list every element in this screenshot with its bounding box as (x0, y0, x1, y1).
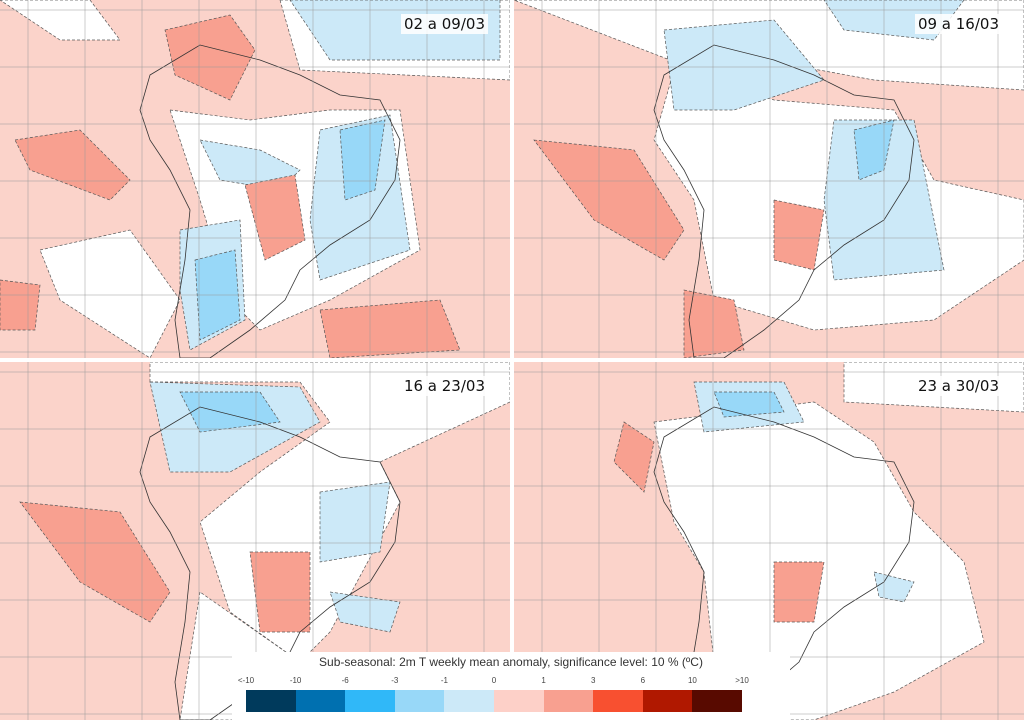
legend-swatch (345, 690, 395, 712)
legend-tick: -6 (341, 676, 349, 685)
panel-date-label: 02 a 09/03 (400, 14, 488, 34)
anomaly-map (514, 0, 1024, 358)
legend-tick: 6 (640, 676, 646, 685)
legend-tick: 3 (590, 676, 596, 685)
panel-date-label: 16 a 23/03 (400, 376, 488, 396)
legend-tick: -1 (440, 676, 448, 685)
legend-tick: <-10 (237, 676, 255, 685)
legend-swatch (295, 690, 346, 712)
coastline (139, 406, 401, 720)
anomaly-region (179, 391, 281, 433)
map-panel-week1: 02 a 09/03 (0, 0, 510, 358)
legend-swatch (692, 690, 742, 712)
anomaly-map (0, 362, 510, 720)
panel-date-label: 09 a 16/03 (914, 14, 1002, 34)
legend-tick: 1 (541, 676, 546, 685)
legend-swatch (246, 690, 296, 712)
legend-swatch (394, 690, 445, 712)
colorbar-legend: Sub-seasonal: 2m T weekly mean anomaly, … (232, 652, 790, 720)
legend-tick: 10 (687, 676, 697, 685)
anomaly-map (514, 362, 1024, 720)
legend-tick: >10 (735, 676, 749, 685)
legend-tick: -10 (289, 676, 302, 685)
anomaly-region (613, 421, 825, 623)
coastline (653, 44, 915, 358)
legend-swatch (543, 690, 594, 712)
anomaly-region (149, 381, 401, 633)
coastline (139, 44, 401, 358)
legend-title: Sub-seasonal: 2m T weekly mean anomaly, … (319, 655, 703, 669)
anomaly-map (0, 0, 510, 358)
anomaly-region (0, 14, 461, 358)
anomaly-region (179, 0, 501, 351)
legend-ticks: <-10 -10 -6 -3 -1 0 1 3 6 10 >10 (238, 676, 774, 688)
coastline (653, 406, 915, 720)
legend-tick: -3 (391, 676, 399, 685)
anomaly-region (663, 0, 965, 281)
legend-swatch (593, 690, 643, 712)
legend-tick: 0 (491, 676, 497, 685)
legend-swatch (444, 690, 494, 712)
map-panel-week2: 09 a 16/03 (514, 0, 1024, 358)
legend-colorbar (246, 690, 742, 712)
legend-swatch (642, 690, 693, 712)
anomaly-region (19, 501, 311, 633)
legend-swatch (493, 690, 544, 712)
panel-date-label: 23 a 30/03 (914, 376, 1002, 396)
